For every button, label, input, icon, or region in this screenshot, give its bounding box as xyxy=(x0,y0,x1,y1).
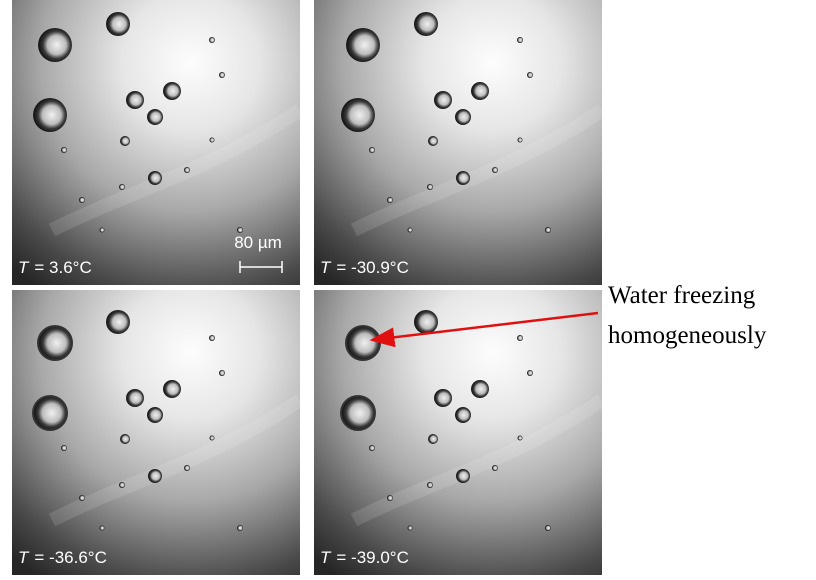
temperature-value: = -36.6°C xyxy=(34,548,106,567)
droplet xyxy=(100,526,105,531)
annotation-line: homogeneously xyxy=(608,322,767,349)
droplet xyxy=(148,171,162,185)
droplet xyxy=(427,184,433,190)
droplet xyxy=(346,28,380,62)
droplet xyxy=(119,184,125,190)
droplet xyxy=(61,445,67,451)
droplet xyxy=(471,380,489,398)
droplet xyxy=(408,526,413,531)
droplet xyxy=(341,396,375,430)
droplet xyxy=(147,407,163,423)
droplet xyxy=(434,389,452,407)
droplet xyxy=(428,136,438,146)
droplet xyxy=(219,72,225,78)
droplet xyxy=(387,197,393,203)
temperature-value: = 3.6°C xyxy=(34,258,91,277)
droplet xyxy=(120,434,130,444)
droplet xyxy=(346,326,380,360)
droplet xyxy=(341,98,375,132)
droplet xyxy=(106,310,130,334)
annotation-line: Water freezing xyxy=(608,282,756,309)
droplet xyxy=(527,72,533,78)
droplet xyxy=(33,396,67,430)
droplet xyxy=(184,465,190,471)
droplet xyxy=(38,28,72,62)
panel: T= -36.6°C xyxy=(12,290,300,575)
droplet xyxy=(126,91,144,109)
droplet xyxy=(219,370,225,376)
droplet xyxy=(408,228,413,233)
droplet xyxy=(120,136,130,146)
droplet xyxy=(434,91,452,109)
droplet xyxy=(455,109,471,125)
droplet xyxy=(148,469,162,483)
droplet xyxy=(163,82,181,100)
panel: T= -39.0°C xyxy=(314,290,602,575)
droplet xyxy=(545,525,551,531)
droplet xyxy=(210,436,215,441)
scale-bar-label: 80 µm xyxy=(234,233,282,252)
figure: T= 3.6°CT= -30.9°CT= -36.6°CT= -39.0°C80… xyxy=(0,0,816,580)
temperature-symbol: T xyxy=(18,548,30,567)
droplet xyxy=(38,326,72,360)
droplet xyxy=(456,171,470,185)
droplet xyxy=(471,82,489,100)
droplet xyxy=(492,167,498,173)
temperature-value: = -30.9°C xyxy=(336,258,408,277)
droplet xyxy=(387,495,393,501)
droplet xyxy=(527,370,533,376)
droplet xyxy=(210,138,215,143)
droplet xyxy=(209,335,215,341)
droplet xyxy=(106,12,130,36)
droplet xyxy=(369,445,375,451)
temperature-symbol: T xyxy=(320,258,332,277)
droplet xyxy=(79,197,85,203)
droplet xyxy=(517,335,523,341)
droplet xyxy=(119,482,125,488)
droplet xyxy=(126,389,144,407)
panel: T= -30.9°C xyxy=(314,0,602,285)
droplet xyxy=(369,147,375,153)
droplet xyxy=(237,525,243,531)
droplet xyxy=(414,12,438,36)
droplet xyxy=(61,147,67,153)
droplet xyxy=(518,436,523,441)
droplet xyxy=(209,37,215,43)
temperature-symbol: T xyxy=(320,548,332,567)
droplet xyxy=(163,380,181,398)
droplet xyxy=(518,138,523,143)
droplet xyxy=(455,407,471,423)
droplet xyxy=(100,228,105,233)
droplet xyxy=(456,469,470,483)
droplet xyxy=(147,109,163,125)
droplet xyxy=(517,37,523,43)
droplet xyxy=(33,98,67,132)
temperature-symbol: T xyxy=(18,258,30,277)
droplet xyxy=(414,310,438,334)
droplet xyxy=(428,434,438,444)
droplet xyxy=(184,167,190,173)
droplet xyxy=(427,482,433,488)
droplet xyxy=(79,495,85,501)
temperature-value: = -39.0°C xyxy=(336,548,408,567)
droplet xyxy=(545,227,551,233)
droplet xyxy=(492,465,498,471)
